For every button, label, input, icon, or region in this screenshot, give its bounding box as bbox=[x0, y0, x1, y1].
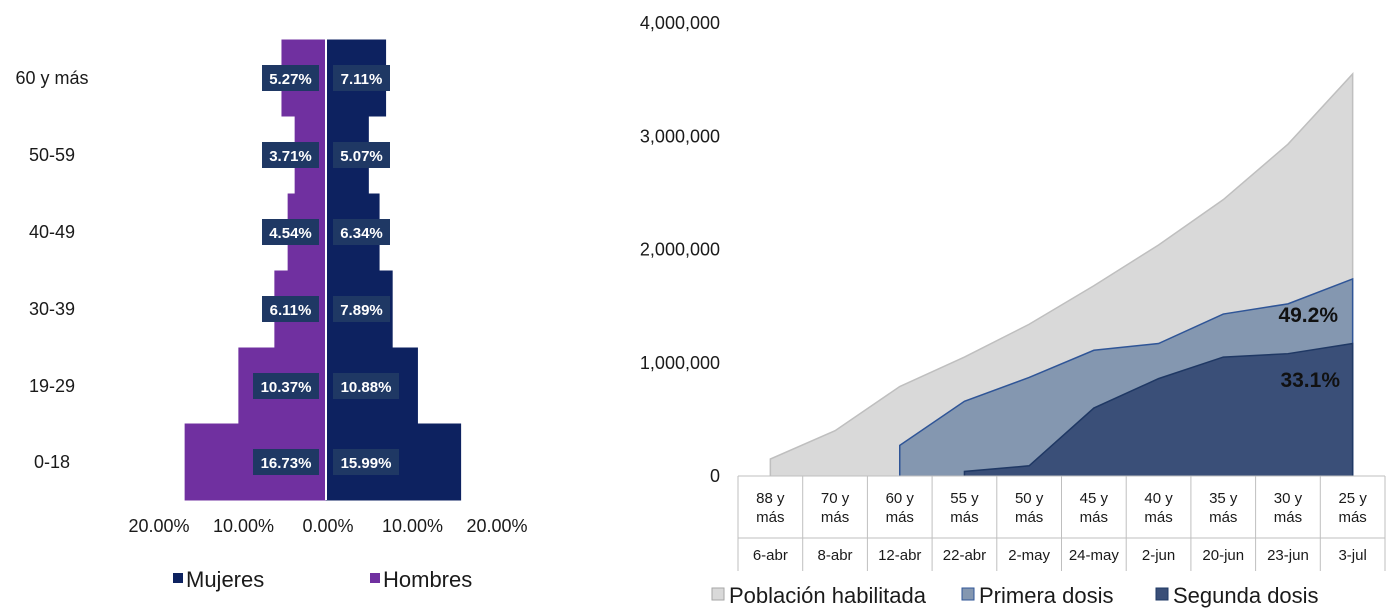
category-group-line1: 70 y bbox=[821, 490, 850, 507]
category-group-label: 55 y más bbox=[950, 490, 979, 526]
data-label-box bbox=[333, 65, 390, 91]
category-group-line1: 25 y bbox=[1338, 490, 1367, 507]
category-group-line2: más bbox=[886, 509, 914, 526]
data-label-box bbox=[333, 142, 390, 168]
vaccination-area-chart: 0 1,000,000 2,000,000 3,000,000 4,000,000 88 … bbox=[640, 13, 1386, 608]
data-label-hombres: 16.73% bbox=[261, 455, 312, 472]
category-group-label: 50 y más bbox=[1015, 490, 1044, 526]
data-label-mujeres: 10.88% bbox=[341, 379, 392, 396]
legend-label-2: Segunda dosis bbox=[1173, 583, 1319, 608]
y-tick-label: 0 bbox=[710, 466, 720, 486]
data-label-mujeres: 15.99% bbox=[341, 455, 392, 472]
data-label-mujeres: 7.89% bbox=[340, 302, 383, 319]
data-label-hombres: 4.54% bbox=[269, 225, 312, 242]
data-label-box bbox=[262, 219, 319, 245]
y-tick-label: 1,000,000 bbox=[640, 353, 720, 373]
data-label-box bbox=[333, 219, 390, 245]
category-group-line2: más bbox=[950, 509, 978, 526]
y-tick-label: 2,000,000 bbox=[640, 240, 720, 260]
category-group-label: 40 y más bbox=[1144, 490, 1173, 526]
category-date-label: 20-jun bbox=[1202, 547, 1244, 564]
category-group-line1: 60 y bbox=[886, 490, 915, 507]
data-label-box bbox=[262, 142, 319, 168]
data-label-hombres: 10.37% bbox=[261, 379, 312, 396]
category-group-line1: 88 y bbox=[756, 490, 785, 507]
legend-label-0: Población habilitada bbox=[729, 583, 927, 608]
category-group-line2: más bbox=[1274, 509, 1302, 526]
data-label-mujeres: 7.11% bbox=[341, 71, 383, 88]
data-label-mujeres: 5.07% bbox=[340, 148, 383, 165]
category-group-line1: 50 y bbox=[1015, 490, 1044, 507]
x-tick-label: 10.00% bbox=[382, 516, 443, 536]
data-label-box bbox=[262, 65, 319, 91]
annotation-primera-dosis: 49.2% bbox=[1278, 304, 1338, 327]
legend-label-mujeres: Mujeres bbox=[186, 567, 264, 592]
category-date-label: 23-jun bbox=[1267, 547, 1309, 564]
category-group-line2: más bbox=[756, 509, 784, 526]
category-group-line1: 35 y bbox=[1209, 490, 1238, 507]
x-tick-label: 20.00% bbox=[466, 516, 527, 536]
legend-swatch-1 bbox=[961, 587, 975, 601]
category-group-line1: 45 y bbox=[1080, 490, 1109, 507]
category-group-label: 88 y más bbox=[756, 490, 785, 526]
area-poblacion-habilitada-line bbox=[769, 72, 1354, 476]
category-date-label: 6-abr bbox=[753, 547, 788, 564]
data-label-hombres: 6.11% bbox=[270, 302, 312, 319]
data-label-hombres: 5.27% bbox=[269, 71, 312, 88]
data-label-hombres: 3.71% bbox=[269, 148, 312, 165]
category-group-label: 35 y más bbox=[1209, 490, 1238, 526]
category-group-label: 30 y más bbox=[1274, 490, 1303, 526]
x-tick-label: 0.00% bbox=[302, 516, 353, 536]
category-label: 50-59 bbox=[29, 145, 75, 165]
x-tick-label: 10.00% bbox=[213, 516, 274, 536]
data-label-box bbox=[333, 296, 390, 322]
data-label-box bbox=[262, 296, 319, 322]
legend-swatch-0 bbox=[711, 587, 725, 601]
category-label: 60 y más bbox=[15, 68, 88, 88]
data-label-mujeres: 6.34% bbox=[340, 225, 383, 242]
legend-label-hombres: Hombres bbox=[383, 567, 472, 592]
legend-swatch-2 bbox=[1155, 587, 1169, 601]
category-date-label: 2-may bbox=[1008, 547, 1050, 564]
category-group-line2: más bbox=[1080, 509, 1108, 526]
category-label: 30-39 bbox=[29, 299, 75, 319]
category-group-label: 70 y más bbox=[821, 490, 850, 526]
category-date-label: 2-jun bbox=[1142, 547, 1175, 564]
category-date-label: 22-abr bbox=[943, 547, 986, 564]
legend-swatch-mujeres bbox=[173, 573, 183, 583]
category-date-label: 3-jul bbox=[1338, 547, 1366, 564]
y-tick-label: 4,000,000 bbox=[640, 13, 720, 33]
category-label: 40-49 bbox=[29, 222, 75, 242]
category-label: 19-29 bbox=[29, 376, 75, 396]
category-group-line2: más bbox=[1338, 509, 1366, 526]
category-group-line2: más bbox=[1015, 509, 1043, 526]
x-tick-label: 20.00% bbox=[128, 516, 189, 536]
category-date-label: 24-may bbox=[1069, 547, 1120, 564]
category-group-label: 45 y más bbox=[1080, 490, 1109, 526]
category-date-label: 8-abr bbox=[818, 547, 853, 564]
y-tick-label: 3,000,000 bbox=[640, 126, 720, 146]
category-group-label: 25 y más bbox=[1338, 490, 1367, 526]
data-label-box bbox=[333, 449, 399, 475]
category-group-line1: 55 y bbox=[950, 490, 979, 507]
data-label-box bbox=[333, 373, 399, 399]
legend-label-1: Primera dosis bbox=[979, 583, 1113, 608]
data-label-box bbox=[253, 449, 319, 475]
legend-swatch-hombres bbox=[370, 573, 380, 583]
data-label-box bbox=[253, 373, 319, 399]
category-group-line1: 30 y bbox=[1274, 490, 1303, 507]
category-group-line1: 40 y bbox=[1144, 490, 1173, 507]
category-date-label: 12-abr bbox=[878, 547, 921, 564]
population-pyramid-chart: 0-18 15.99% 16.73% 19-29 10.88% 10.37% 30-39 7.… bbox=[15, 38, 528, 592]
category-label: 0-18 bbox=[34, 452, 70, 472]
category-group-line2: más bbox=[821, 509, 849, 526]
category-group-line2: más bbox=[1209, 509, 1237, 526]
category-group-label: 60 y más bbox=[886, 490, 915, 526]
category-group-line2: más bbox=[1144, 509, 1172, 526]
annotation-segunda-dosis: 33.1% bbox=[1280, 369, 1340, 392]
area-primera-dosis-line bbox=[899, 277, 1354, 476]
area-segunda-dosis bbox=[964, 343, 1353, 476]
